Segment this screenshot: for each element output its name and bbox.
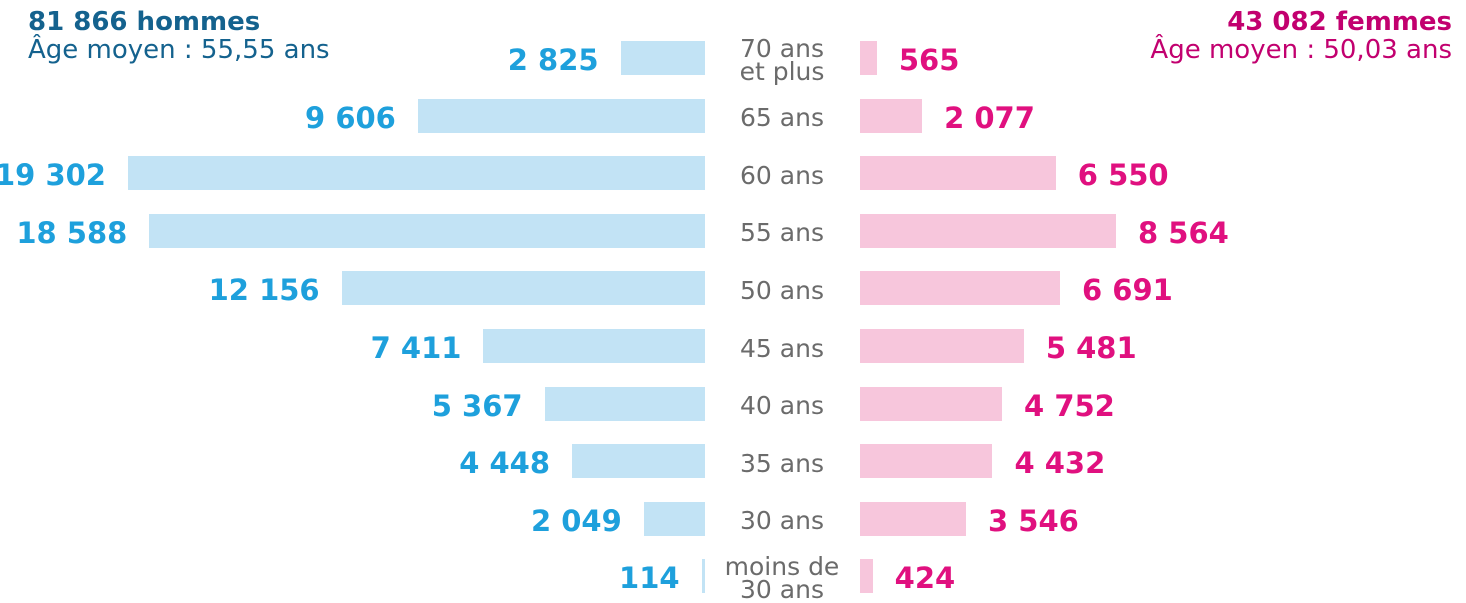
series-header: 81 866 hommes Âge moyen : 55,55 ans: [28, 8, 330, 64]
bar: [341, 271, 705, 306]
bar: [860, 213, 1116, 248]
bar: [149, 213, 705, 248]
bar: [860, 559, 873, 594]
bar: [128, 156, 705, 191]
bar: [860, 329, 1024, 363]
category-label: 55 ans: [740, 218, 824, 248]
bar: [620, 41, 705, 75]
category-label: 40 ans: [740, 391, 824, 421]
value-label: 5 481: [1045, 331, 1137, 365]
value-label: 2 825: [507, 43, 599, 77]
bar: [572, 444, 705, 479]
value-label: 565: [898, 43, 960, 77]
bar: [860, 386, 1003, 421]
bar: [544, 386, 705, 421]
value-label: 2 049: [530, 503, 622, 538]
series-header: 43 082 femmes Âge moyen : 50,03 ans: [1150, 8, 1452, 64]
category-label: 65 ans: [740, 103, 824, 133]
value-label: 4 432: [1014, 446, 1106, 481]
category-label: moins de 30 ans: [724, 552, 840, 603]
category-label: 45 ans: [740, 333, 824, 363]
bar: [701, 559, 705, 594]
bar: [643, 501, 705, 536]
category-label: 60 ans: [740, 160, 824, 190]
category-label: 70 ans et plus: [739, 34, 825, 86]
bar: [860, 501, 966, 536]
value-label: 424: [894, 561, 956, 596]
value-label: 5 367: [431, 388, 523, 423]
legend-subtitle: Âge moyen : 50,03 ans: [1150, 35, 1452, 65]
bar: [860, 271, 1061, 306]
value-label: 6 691: [1082, 273, 1173, 308]
bar: [860, 98, 923, 133]
value-label: 3 546: [988, 503, 1079, 538]
bar: [483, 329, 705, 363]
category-label: 30 ans: [740, 506, 824, 536]
legend-title: 81 866 hommes: [28, 7, 261, 37]
category-label: 35 ans: [740, 448, 824, 478]
legend-subtitle: Âge moyen : 55,55 ans: [28, 35, 330, 65]
value-label: 12 156: [208, 273, 320, 308]
value-label: 8 564: [1138, 215, 1229, 250]
bar: [417, 98, 705, 133]
value-label: 4 448: [459, 446, 551, 481]
value-label: 7 411: [370, 331, 462, 365]
value-label: 19 302: [0, 158, 106, 193]
bar: [860, 444, 993, 479]
value-label: 114: [619, 561, 680, 596]
bar: [860, 41, 877, 75]
value-label: 2 077: [944, 100, 1035, 135]
category-label: 50 ans: [740, 275, 824, 305]
value-label: 18 588: [16, 215, 128, 250]
legend-title: 43 082 femmes: [1227, 7, 1452, 37]
value-label: 9 606: [305, 100, 396, 135]
value-label: 6 550: [1077, 158, 1169, 193]
value-label: 4 752: [1024, 388, 1115, 423]
bar: [860, 156, 1056, 191]
